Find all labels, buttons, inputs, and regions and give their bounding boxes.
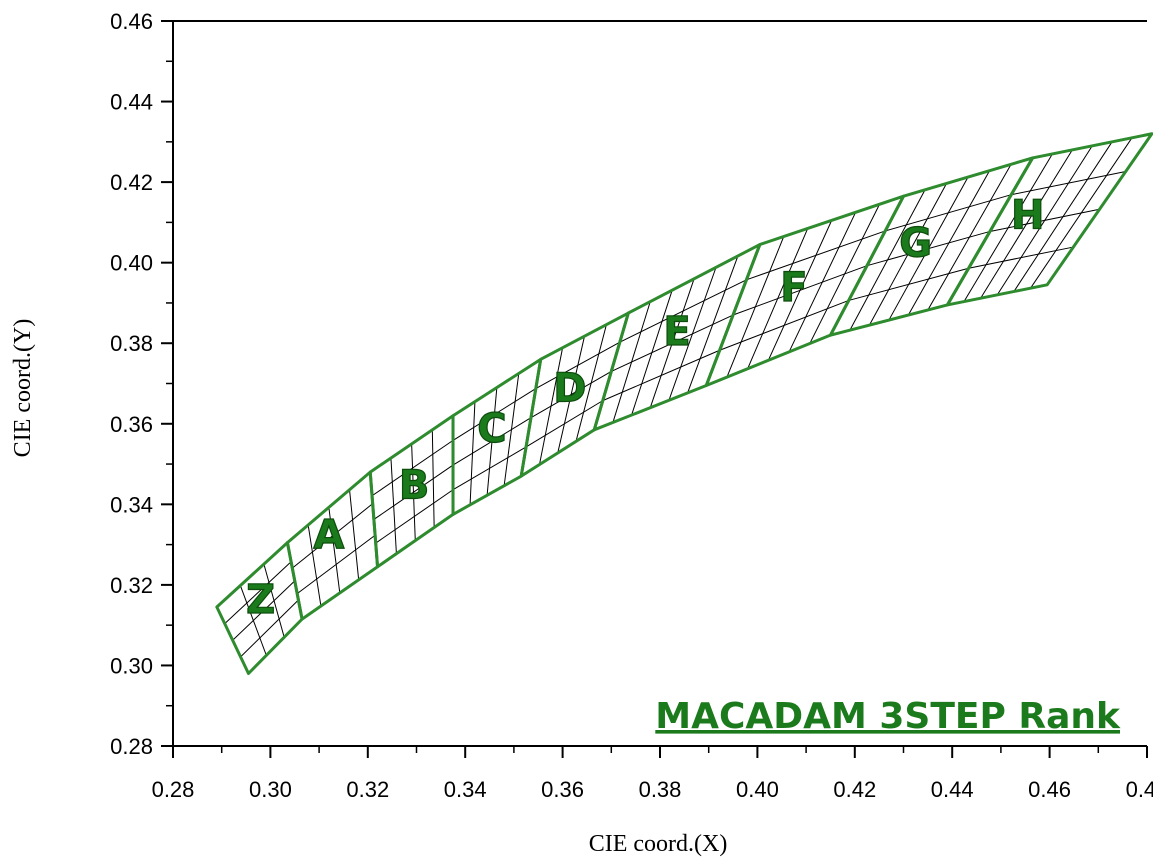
bin-label-h: H [1011, 192, 1044, 238]
bin-grid-line [996, 145, 1093, 296]
bin-grid-line [747, 228, 809, 369]
bin-grid-line [963, 153, 1053, 302]
bin-label-z: Z [246, 577, 275, 623]
bin-grid-line [239, 585, 267, 656]
bin-grid-line [1030, 137, 1133, 289]
bin-grid-line [486, 387, 498, 496]
bin-label-b: B [399, 462, 430, 508]
x-tick-label: 0.32 [346, 777, 389, 802]
chart-title: MACADAM 3STEP Rank [655, 696, 1121, 737]
bin-grid-line [431, 429, 435, 528]
bin-grid-line [232, 580, 296, 641]
bin-grid-line [390, 457, 397, 554]
y-tick-label: 0.34 [110, 492, 153, 517]
bin-grid-line [469, 401, 476, 505]
bin-grid-line [411, 443, 416, 541]
y-tick-label: 0.36 [110, 412, 153, 437]
bin-grid-line [575, 324, 607, 442]
axes: 0.28 0.30 0.32 0.34 0.36 0.38 0.40 0.42 0.44 0.46… [110, 9, 1153, 802]
bin-grid-line [328, 507, 341, 594]
y-tick-label: 0.46 [110, 9, 153, 34]
bin-grid-line [503, 373, 520, 486]
y-tick-label: 0.42 [110, 170, 153, 195]
y-tick-label: 0.40 [110, 251, 153, 276]
bin-grid-line [668, 267, 717, 401]
bin-grid-line [612, 301, 651, 423]
y-axis-title: CIE coord.(Y) [10, 319, 36, 458]
bin-grid-line [263, 563, 285, 638]
bin-outline [945, 132, 1153, 307]
bin-label-c: C [477, 406, 506, 452]
bin-grid-line [980, 149, 1073, 299]
bin-regions [215, 132, 1153, 675]
bin-label-f: F [780, 265, 807, 311]
bin-grid-line [1013, 141, 1113, 292]
bin-grid-line [809, 204, 881, 344]
y-tick-label: 0.38 [110, 331, 153, 356]
y-tick-label: 0.28 [110, 734, 153, 759]
bin-grid-line [687, 255, 739, 394]
bin-grid-line [349, 489, 360, 580]
y-tick-label: 0.32 [110, 573, 153, 598]
x-tick-label: 0.34 [444, 777, 487, 802]
x-tick-label: 0.40 [736, 777, 779, 802]
x-tick-label: 0.48 [1126, 777, 1153, 802]
y-tick-label: 0.44 [110, 90, 153, 115]
bin-grid-line [927, 164, 1012, 311]
x-tick-label: 0.36 [541, 777, 584, 802]
bin-grid-line [849, 189, 926, 331]
x-tick-label: 0.38 [639, 777, 682, 802]
bin-labels: ZA B C D E F G H [246, 192, 1045, 624]
x-tick-label: 0.44 [931, 777, 974, 802]
bin-h [945, 132, 1153, 307]
bin-grid-line [631, 290, 673, 416]
bin-label-g: G [899, 221, 932, 267]
bin-b [368, 414, 455, 569]
bin-label-d: D [553, 366, 586, 412]
bin-grid-line [888, 176, 969, 321]
x-tick-label: 0.30 [249, 777, 292, 802]
bin-grid-line [907, 170, 990, 316]
y-tick-label: 0.30 [110, 653, 153, 678]
bin-label-e: E [663, 309, 690, 355]
bin-grid-line [868, 183, 947, 326]
bin-grid-line [557, 336, 586, 454]
bin-grid-line [788, 212, 857, 353]
bin-grid-line [767, 220, 833, 361]
bin-grid-line [538, 347, 564, 465]
x-axis-title: CIE coord.(X) [589, 831, 728, 857]
bin-grid-line [240, 599, 299, 658]
x-tick-label: 0.42 [833, 777, 876, 802]
x-tick-label: 0.46 [1028, 777, 1071, 802]
bin-grid-line [649, 278, 695, 408]
bin-label-a: A [313, 513, 344, 559]
bin-grid-line [726, 236, 785, 378]
bin-grid-line [224, 561, 292, 625]
x-tick-label: 0.28 [152, 777, 195, 802]
bin-grid-line [307, 524, 322, 607]
